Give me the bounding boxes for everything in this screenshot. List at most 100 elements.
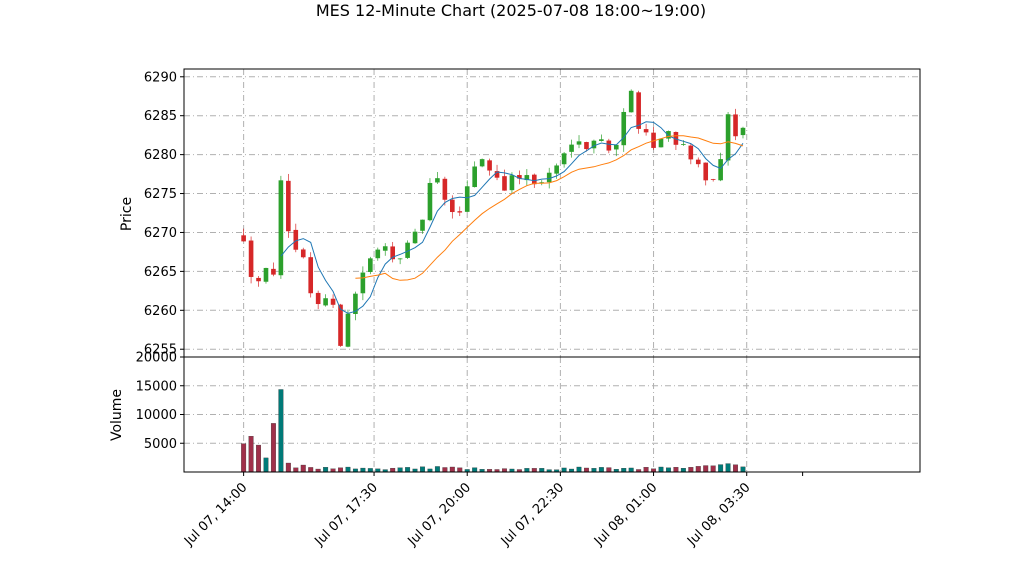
- volume-bar: [405, 467, 411, 473]
- candle-body: [569, 144, 574, 152]
- volume-bar: [308, 467, 314, 473]
- price-candles: [241, 89, 746, 348]
- x-tick-label: Jul 07, 17:30: [312, 480, 381, 549]
- candle-body: [293, 229, 299, 250]
- candle-body: [554, 165, 559, 174]
- volume-bar: [733, 464, 738, 473]
- volume-grid: [184, 357, 920, 472]
- price-tick-label: 6255: [144, 343, 177, 358]
- candle-body: [278, 180, 284, 276]
- candle-body: [606, 140, 612, 151]
- volume-bar: [725, 463, 731, 473]
- volume-y-ticks: 5000 10000 15000 20000: [136, 351, 184, 452]
- volume-bar: [270, 423, 276, 473]
- volume-bar: [367, 468, 373, 473]
- volume-bar: [606, 467, 612, 473]
- candle-body: [613, 144, 619, 150]
- candle-body: [658, 138, 664, 148]
- volume-bar: [561, 467, 567, 473]
- price-tick-label: 6285: [144, 109, 177, 124]
- candle-body: [345, 313, 351, 347]
- candle-body: [718, 159, 723, 181]
- candle-body: [308, 257, 314, 294]
- candle-body: [725, 114, 731, 161]
- volume-bar: [256, 444, 261, 473]
- chart-title: MES 12-Minute Chart (2025-07-08 18:00~19…: [316, 1, 706, 20]
- candle-body: [584, 142, 589, 150]
- candle-body: [643, 129, 649, 133]
- volume-bar: [442, 467, 448, 473]
- volume-bar: [621, 468, 627, 473]
- volume-bar: [397, 467, 403, 473]
- candle-body: [509, 175, 515, 191]
- volume-bar: [524, 468, 530, 473]
- volume-bar: [710, 465, 716, 473]
- candle-body: [286, 180, 291, 232]
- price-grid: [184, 69, 920, 357]
- price-tick-label: 6265: [144, 265, 177, 280]
- volume-bar: [323, 467, 329, 473]
- price-tick-label: 6270: [144, 226, 177, 241]
- x-axis-ticks: Jul 07, 14:00 Jul 07, 17:30 Jul 07, 20:00 J…: [181, 472, 804, 550]
- candle-body: [464, 186, 470, 212]
- volume-bar: [420, 466, 425, 473]
- candle-body: [479, 159, 485, 167]
- candle-body: [695, 159, 701, 165]
- candle-body: [412, 231, 418, 244]
- price-panel-frame: [183, 68, 921, 358]
- x-tick-label: Jul 07, 20:00: [405, 480, 474, 549]
- volume-bar: [434, 466, 440, 473]
- volume-tick-label: 5000: [144, 437, 177, 452]
- candle-body: [338, 304, 343, 346]
- candle-body: [375, 249, 381, 259]
- volume-bar: [285, 462, 291, 473]
- volume-tick-label: 10000: [136, 408, 177, 423]
- candle-body: [636, 92, 641, 129]
- candle-body: [427, 182, 433, 221]
- volume-axis-label: Volume: [109, 389, 125, 441]
- candle-body: [256, 277, 261, 282]
- volume-bar: [390, 467, 396, 473]
- ma-slow-line: [355, 135, 744, 281]
- volume-bar: [278, 389, 284, 473]
- price-tick-label: 6260: [144, 304, 177, 319]
- candle-body: [517, 175, 522, 179]
- candle-body: [703, 162, 709, 181]
- volume-bar: [345, 466, 351, 473]
- volume-bar: [658, 466, 664, 473]
- candle-body: [546, 172, 552, 183]
- volume-bar: [680, 468, 686, 473]
- volume-bar: [360, 467, 366, 473]
- candle-body: [271, 268, 276, 275]
- candle-body: [651, 132, 656, 148]
- volume-bar: [688, 467, 694, 473]
- price-moving-averages: [280, 121, 744, 314]
- volume-bar: [449, 466, 455, 473]
- candle-body: [457, 211, 463, 213]
- price-axis-label: Price: [119, 197, 135, 231]
- candle-body: [733, 114, 738, 137]
- volume-bar: [248, 436, 254, 473]
- candle-body: [330, 298, 336, 305]
- candle-body: [591, 140, 597, 149]
- volume-bar: [591, 468, 597, 473]
- candle-body: [323, 298, 328, 306]
- candle-body: [494, 171, 500, 178]
- volume-bar: [293, 467, 299, 473]
- candle-body: [382, 246, 388, 251]
- price-tick-label: 6275: [144, 187, 177, 202]
- x-tick-label: Jul 07, 22:30: [498, 480, 567, 549]
- x-tick-label: Jul 07, 14:00: [181, 480, 250, 549]
- volume-tick-label: 15000: [136, 379, 177, 394]
- candle-body: [360, 272, 366, 294]
- candle-body: [621, 111, 627, 146]
- candle-body: [368, 258, 373, 272]
- volume-bar: [703, 465, 709, 473]
- volume-bars: [241, 389, 746, 473]
- volume-bar: [695, 466, 701, 473]
- candle-body: [681, 144, 686, 145]
- x-tick-label: Jul 08, 01:00: [591, 480, 660, 549]
- candle-body: [442, 178, 448, 200]
